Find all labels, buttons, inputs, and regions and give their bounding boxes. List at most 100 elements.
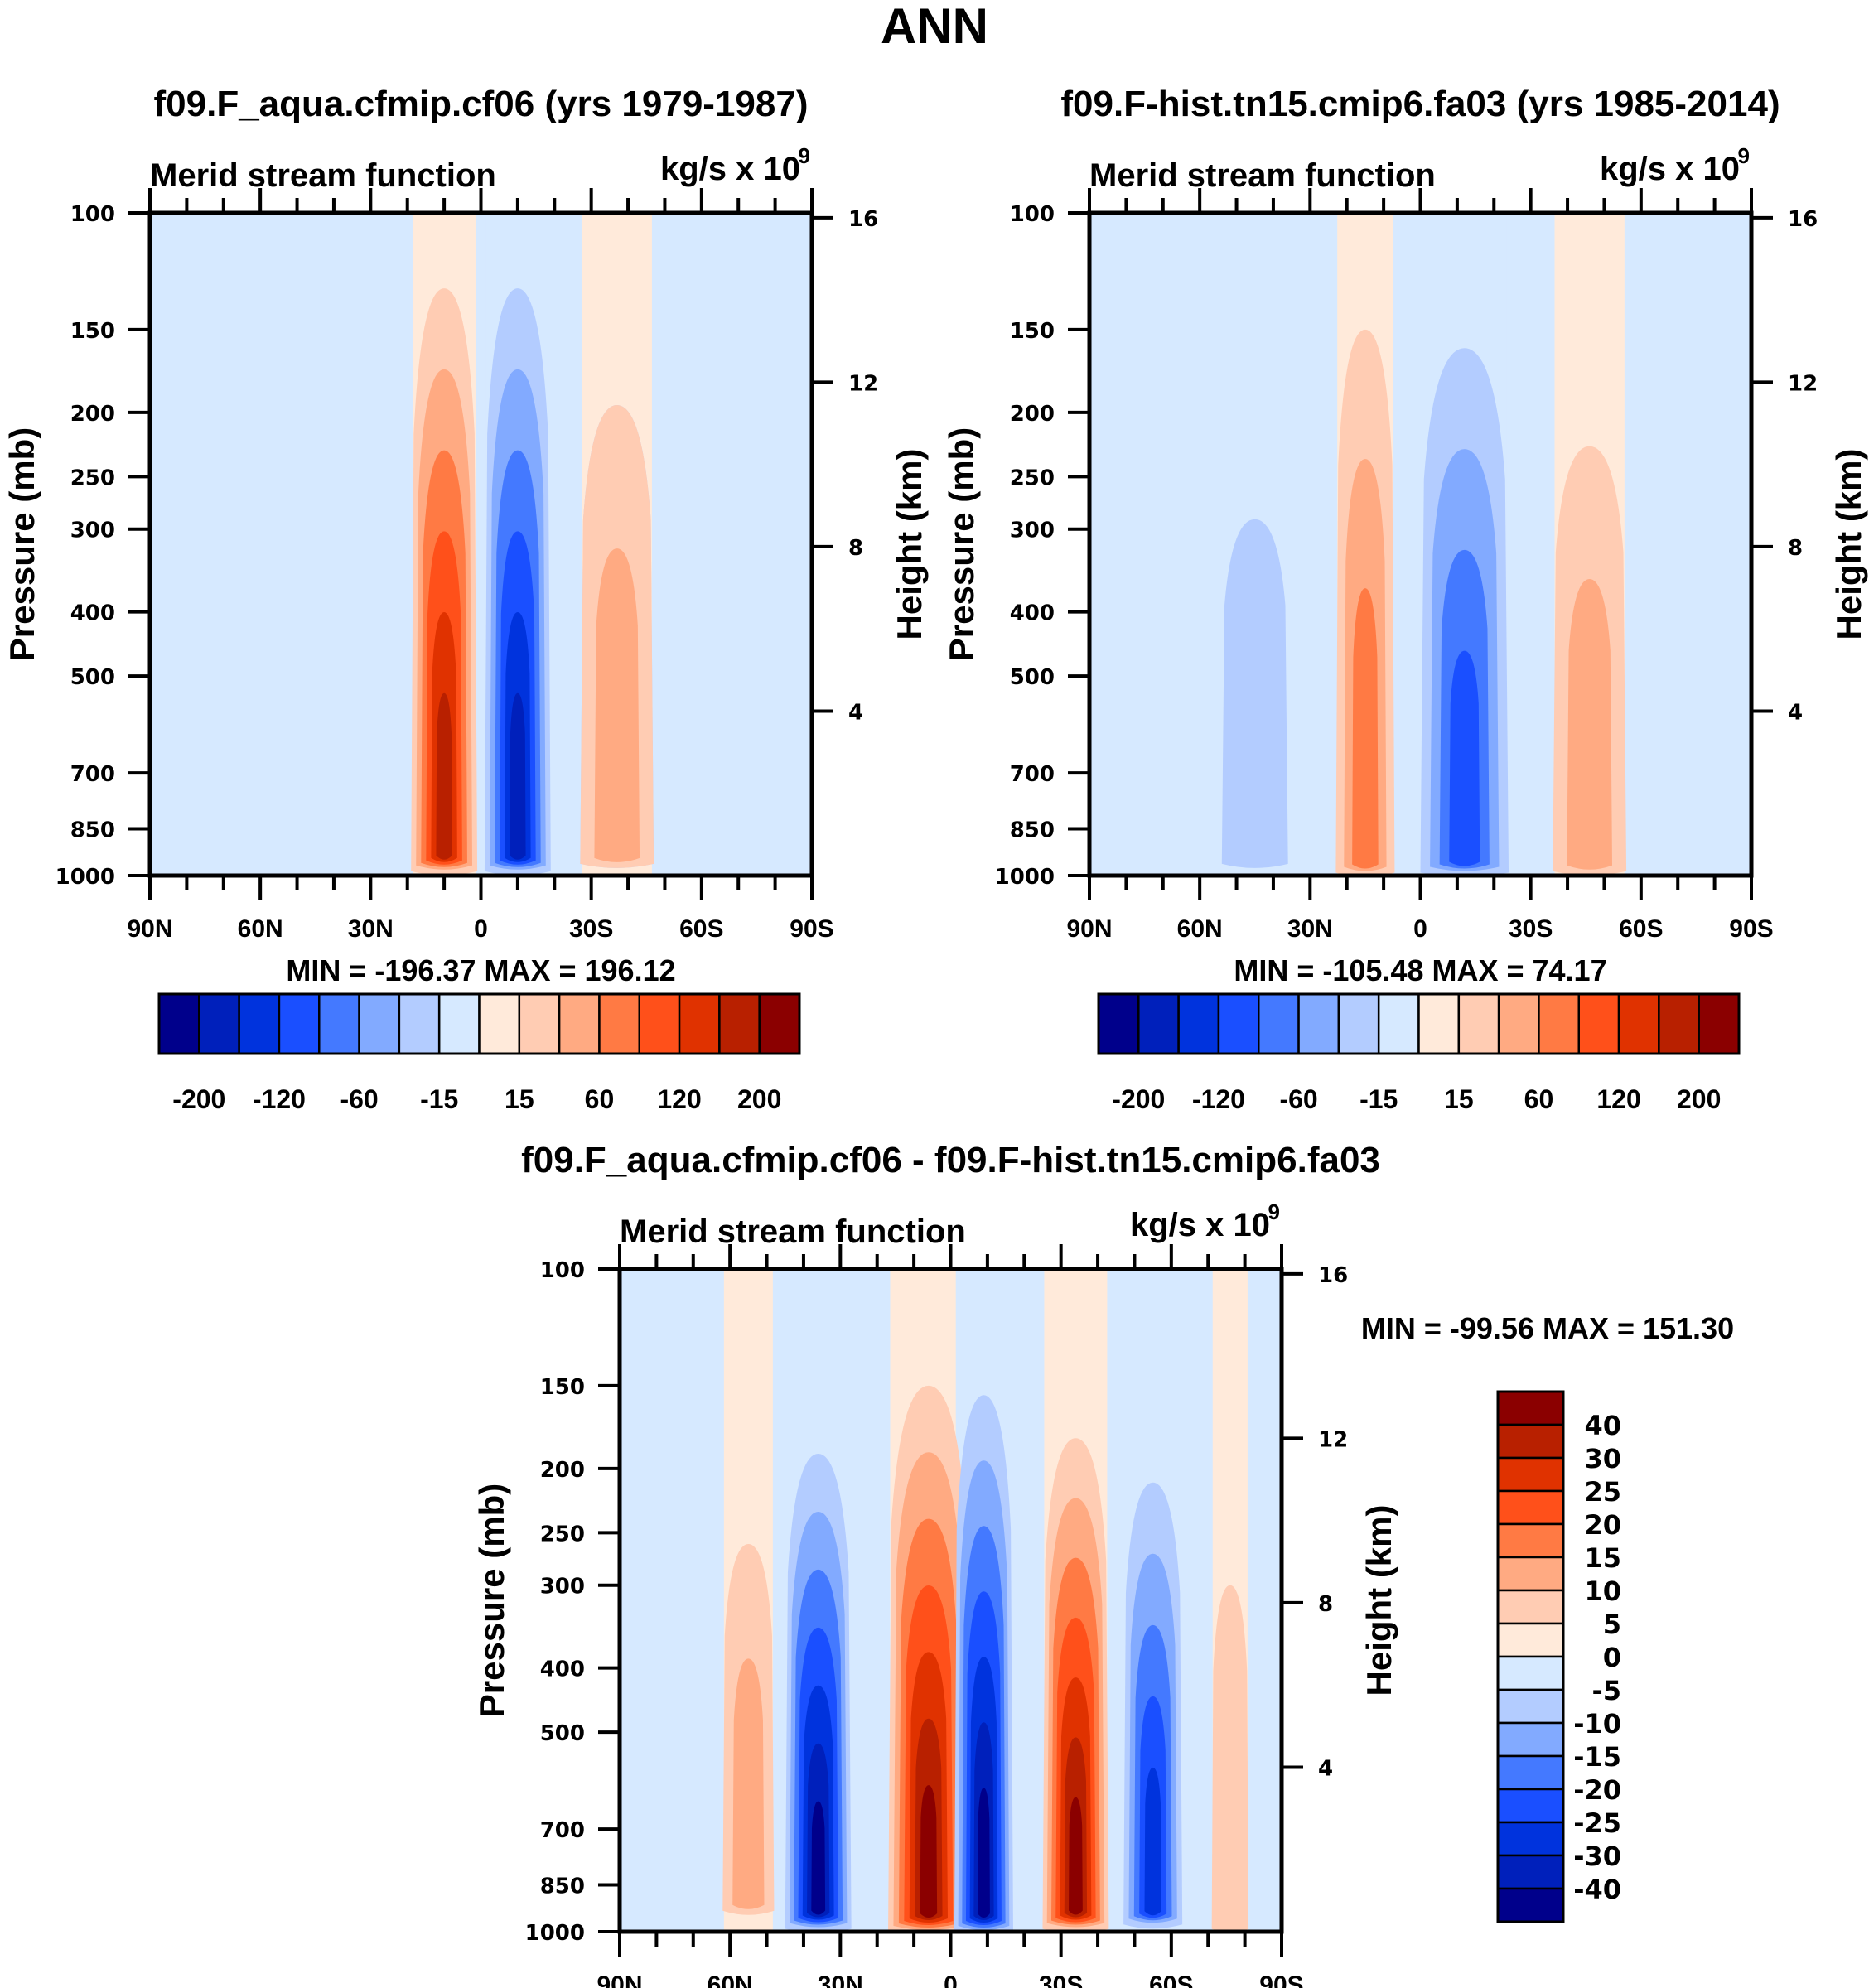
colorbar-swatch (1617, 992, 1660, 1055)
x-tick-label: 90N (127, 915, 172, 943)
y-axis-title: Pressure (mb) (472, 1484, 511, 1717)
contour-level--160 (510, 692, 526, 860)
y-tick-label: 200 (70, 402, 115, 427)
colorbar-swatch (198, 992, 240, 1055)
contour-level-40 (594, 548, 640, 862)
contour-level--15 (1221, 519, 1288, 868)
y2-tick-label: 16 (848, 207, 878, 232)
colorbar-swatch (1496, 1854, 1565, 1890)
colorbar-swatch (718, 992, 761, 1055)
y-tick-label: 850 (70, 818, 115, 843)
colorbar-swatch (1538, 992, 1580, 1055)
x-tick-label: 30N (348, 915, 394, 943)
contour-level-10 (732, 1658, 765, 1909)
colorbar-swatch (1496, 1423, 1565, 1460)
colorbar-label: 60 (1524, 1084, 1554, 1114)
colorbar-label: -120 (253, 1084, 306, 1114)
y-tick-label: 250 (70, 466, 115, 490)
colorbar-swatch (758, 992, 801, 1055)
y-tick-label: 250 (540, 1522, 585, 1546)
x-tick-label: 60S (679, 915, 723, 943)
colorbar-label: 5 (1603, 1609, 1621, 1640)
colorbar-label: -15 (420, 1084, 458, 1114)
colorbar-swatch (1698, 992, 1741, 1055)
y2-tick-label: 8 (1318, 1592, 1333, 1617)
colorbar-swatch (1496, 1522, 1565, 1559)
y-tick-label: 1000 (525, 1921, 585, 1946)
plot-area (1089, 213, 1751, 876)
colorbar-label: -25 (1573, 1807, 1621, 1839)
colorbar-label: -20 (1573, 1774, 1621, 1806)
y2-tick-label: 8 (848, 536, 863, 561)
y-tick-label: 700 (540, 1818, 585, 1843)
y-tick-label: 400 (540, 1657, 585, 1682)
units-exponent: 9 (1268, 1199, 1280, 1224)
y-tick-label: 400 (70, 601, 115, 626)
colorbar-label: -5 (1591, 1675, 1621, 1706)
colorbar-frame (157, 992, 801, 1055)
contour-level-40 (1069, 1797, 1083, 1915)
y-axis-title: Pressure (mb) (942, 427, 981, 661)
x-tick-label: 90S (1729, 915, 1773, 943)
contour-cell (1211, 1585, 1249, 1932)
colorbar-swatch (678, 992, 721, 1055)
colorbar: -200 -120 -60 -15 15 60 120 200 (1097, 992, 1741, 1114)
y-tick-label: 200 (540, 1458, 585, 1483)
x-tick-label: 60S (1619, 915, 1663, 943)
units-exponent: 9 (799, 143, 810, 168)
x-tick-label: 0 (474, 915, 488, 943)
colorbar-swatch (318, 992, 360, 1055)
x-tick-label: 30S (569, 915, 613, 943)
colorbar-swatch (398, 992, 441, 1055)
contour-level--40 (811, 1801, 826, 1915)
y2-axis-title: Height (km) (1359, 1505, 1398, 1696)
y-axis-title: Pressure (mb) (2, 427, 41, 661)
y2-tick-label: 12 (1318, 1427, 1348, 1452)
colorbar-swatch (1377, 992, 1420, 1055)
panel-hist-cmip6: f09.F-hist.tn15.cmip6.fa03 (yrs 1985-201… (942, 84, 1868, 1114)
contour-cell (580, 405, 654, 868)
colorbar-swatch (1496, 1688, 1565, 1725)
left-label: Merid stream function (1089, 157, 1436, 194)
colorbar-swatch (1417, 992, 1461, 1055)
colorbar-label: 40 (1584, 1410, 1621, 1441)
contour-cell (484, 288, 551, 876)
contour-cell (411, 288, 478, 876)
colorbar-label: 60 (585, 1084, 615, 1114)
colorbar-label: 200 (1677, 1084, 1721, 1114)
colorbar-label: 15 (1444, 1084, 1474, 1114)
y-tick-label: 1000 (995, 865, 1055, 890)
y-tick-label: 1000 (56, 865, 115, 890)
colorbar-swatch (1658, 992, 1700, 1055)
contour-level-160 (436, 692, 452, 860)
y-tick-label: 100 (1010, 202, 1055, 227)
colorbar-swatch (1497, 992, 1540, 1055)
y2-tick-label: 12 (1788, 371, 1818, 396)
contour-cell (1221, 519, 1288, 868)
left-label: Merid stream function (620, 1214, 966, 1250)
background-fill (1089, 213, 1751, 876)
y-tick-label: 400 (1010, 601, 1055, 626)
figure-title: ANN (881, 0, 988, 54)
colorbar-swatch (238, 992, 281, 1055)
colorbar-swatch (1496, 1456, 1565, 1493)
colorbar-label: -200 (1112, 1084, 1165, 1114)
background-fill (150, 213, 812, 876)
colorbar-label: -15 (1573, 1741, 1621, 1773)
colorbar-swatch (1496, 1390, 1565, 1426)
colorbar-swatch (1177, 992, 1220, 1055)
colorbar-swatch (1337, 992, 1380, 1055)
y-tick-label: 850 (1010, 818, 1055, 843)
colorbar-swatch (1496, 1721, 1565, 1758)
contour-level-5 (1211, 1585, 1249, 1932)
y-tick-label: 100 (70, 202, 115, 227)
colorbar-swatch (1496, 1589, 1565, 1625)
contour-cell (954, 1395, 1013, 1932)
colorbar-label: 120 (657, 1084, 701, 1114)
contour-cell (1335, 329, 1395, 876)
y-tick-label: 150 (1010, 319, 1055, 344)
panel-difference: f09.F_aqua.cfmip.cf06 - f09.F-hist.tn15.… (472, 1140, 1734, 1988)
x-tick-label: 90N (1066, 915, 1112, 943)
